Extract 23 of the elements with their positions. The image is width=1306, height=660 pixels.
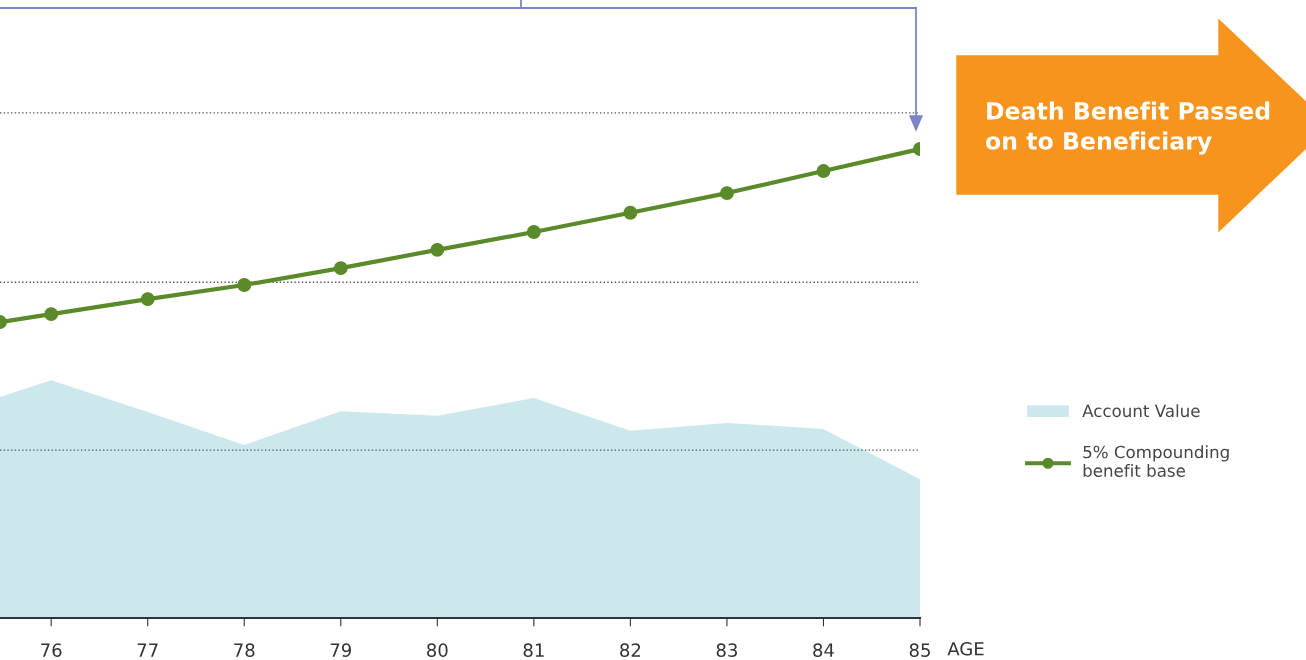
x-tick-label: 79 [330,643,351,657]
x-axis-title: AGE [947,641,984,656]
point [44,307,59,322]
point [526,225,541,239]
x-tick-label: 78 [234,643,255,657]
legend-label: Account Value [1082,404,1200,418]
legend-label: 5% Compounding benefit base [1083,445,1229,477]
point [140,292,155,307]
x-tick-label: 81 [523,643,544,657]
x-tick-label: 76 [41,643,62,657]
x-tick-label: 77 [137,643,158,657]
text: Death Benefit Passed on to Beneficiary [986,101,1270,155]
x-tick-label: 85 [909,643,930,657]
x-tick-label: 80 [427,643,448,657]
point [816,164,831,178]
x-tick-label: 82 [620,643,641,657]
point [430,242,445,257]
point [719,186,734,201]
x-tick-label: 84 [813,643,834,657]
point [623,205,638,220]
point [333,261,348,276]
point [237,278,252,292]
x-tick-label: 83 [716,643,737,657]
